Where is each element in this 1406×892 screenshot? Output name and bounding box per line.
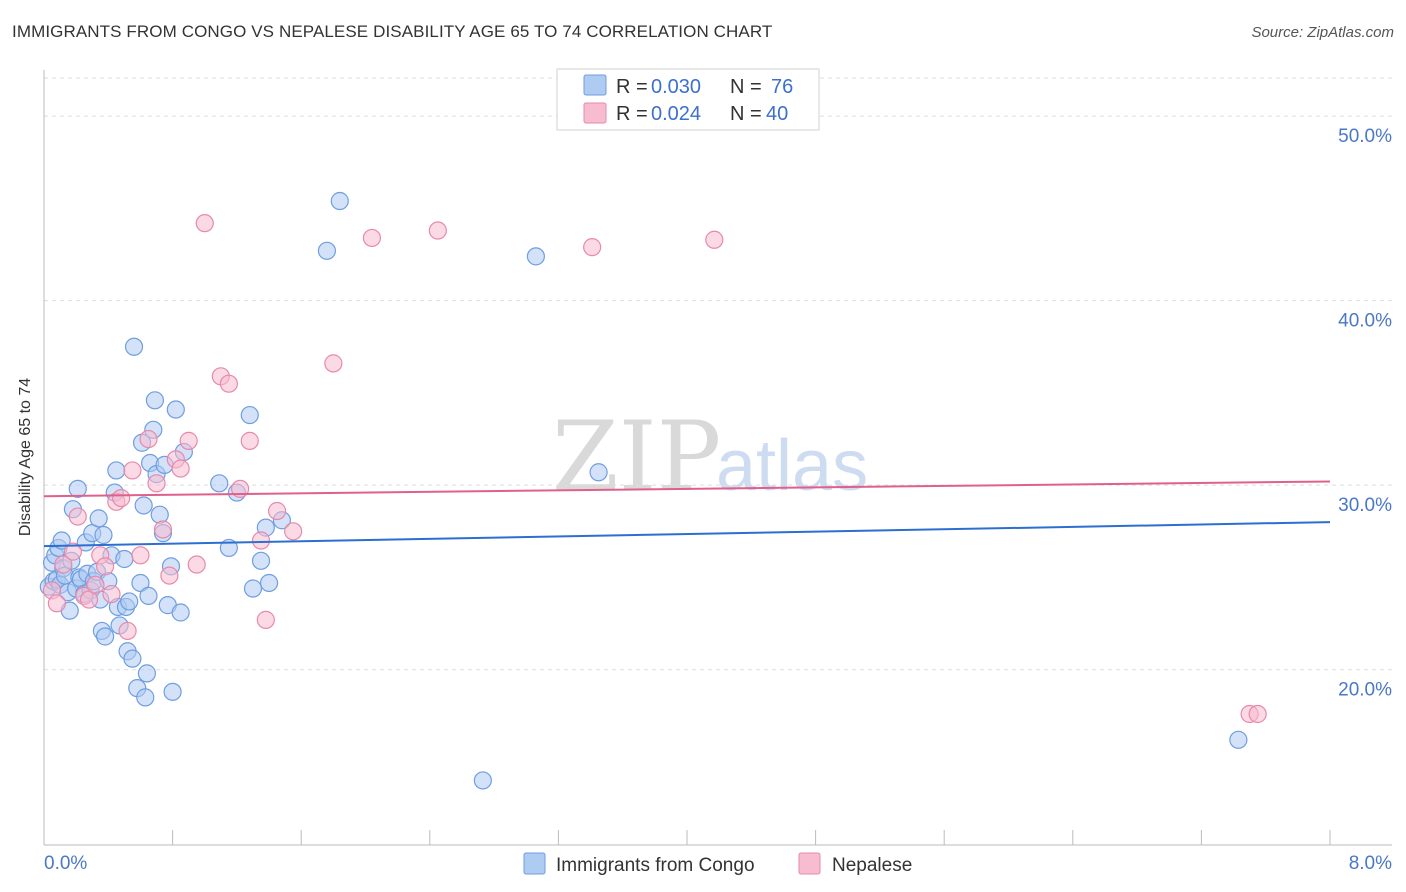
point-nepal <box>95 557 115 576</box>
point-congo <box>166 400 185 419</box>
source-label: Source: ZipAtlas.com <box>1251 24 1394 41</box>
point-nepal <box>160 566 179 585</box>
point-nepal <box>187 555 206 574</box>
grid-lines <box>44 77 1392 671</box>
point-nepal <box>267 501 287 521</box>
point-congo <box>330 191 349 211</box>
point-congo <box>123 649 142 668</box>
legend-r-label-nepal: R = <box>616 103 648 125</box>
axes <box>43 70 1392 846</box>
trend-line-nepal <box>43 480 1331 498</box>
bottom-legend-label-nepal: Nepalese <box>832 855 912 876</box>
x-tick-labels: 0.0% 8.0% <box>44 853 1392 874</box>
point-congo <box>139 586 158 605</box>
x-tick-label-max: 8.0% <box>1349 853 1392 874</box>
point-congo <box>589 463 608 482</box>
point-nepal <box>139 429 158 449</box>
point-nepal <box>112 488 131 508</box>
watermark-zip: ZIP <box>552 401 721 513</box>
legend-swatch-nepal <box>583 102 607 124</box>
point-nepal <box>86 575 105 594</box>
point-nepal <box>251 531 271 550</box>
point-congo <box>259 573 279 593</box>
point-nepal <box>324 354 343 373</box>
point-nepal <box>131 546 150 565</box>
bottom-legend-swatch-nepal <box>798 852 821 875</box>
point-congo <box>473 771 492 790</box>
legend-r-value-nepal: 0.024 <box>651 103 701 125</box>
point-nepal <box>362 228 382 248</box>
point-nepal <box>1248 704 1267 724</box>
point-nepal <box>171 459 190 478</box>
watermark-atlas: atlas <box>716 426 868 506</box>
point-nepal <box>219 374 238 393</box>
point-nepal <box>195 214 214 233</box>
legend-n-value-nepal: 40 <box>766 103 788 125</box>
point-nepal <box>428 221 447 240</box>
y-tick-label: 20.0% <box>1338 680 1392 701</box>
point-congo <box>94 525 113 545</box>
point-congo <box>131 573 150 593</box>
point-congo <box>171 603 190 622</box>
x-tick-marks <box>172 830 1331 845</box>
trend-line-congo <box>43 521 1331 548</box>
point-nepal <box>147 474 166 493</box>
legend-n-label-nepal: N = <box>730 103 762 125</box>
legend-swatch-congo <box>583 74 607 96</box>
point-congo <box>145 391 165 410</box>
point-nepal <box>256 610 275 629</box>
series-congo-points <box>39 191 1248 790</box>
y-tick-labels: 20.0% 30.0% 40.0% 50.0% <box>1338 126 1392 701</box>
point-nepal <box>240 431 259 450</box>
point-congo <box>210 474 229 493</box>
legend-r-value-congo: 0.030 <box>651 76 701 98</box>
point-congo <box>124 337 144 356</box>
chart-title: IMMIGRANTS FROM CONGO VS NEPALESE DISABI… <box>12 22 773 41</box>
point-nepal <box>123 461 142 480</box>
point-congo <box>136 688 155 707</box>
y-tick-label: 40.0% <box>1338 311 1392 332</box>
point-nepal <box>102 584 121 604</box>
point-nepal <box>68 507 87 526</box>
point-congo <box>243 579 263 598</box>
legend-n-value-congo: 76 <box>771 76 793 98</box>
bottom-legend-swatch-congo <box>523 852 546 875</box>
y-tick-label: 50.0% <box>1338 126 1392 147</box>
point-congo <box>115 549 134 569</box>
point-congo <box>107 461 126 480</box>
point-congo <box>240 405 259 425</box>
point-nepal <box>118 621 137 641</box>
point-congo <box>120 592 139 611</box>
point-congo <box>526 247 545 266</box>
legend-r-label-congo: R = <box>616 76 648 98</box>
point-congo <box>134 496 153 515</box>
point-nepal <box>47 594 66 613</box>
point-nepal <box>54 555 73 574</box>
y-tick-label: 30.0% <box>1338 495 1392 516</box>
point-nepal <box>179 431 198 450</box>
point-nepal <box>583 238 602 257</box>
point-congo <box>95 627 115 646</box>
stats-legend: R = 0.030 N = 76 R = 0.024 N = 40 <box>556 68 820 131</box>
bottom-legend-label-congo: Immigrants from Congo <box>556 855 755 876</box>
point-congo <box>1229 730 1248 749</box>
point-nepal <box>153 520 173 539</box>
point-congo <box>68 479 87 498</box>
series-legend: Immigrants from Congo Nepalese <box>523 852 912 876</box>
point-nepal <box>63 542 83 561</box>
point-nepal <box>705 230 724 249</box>
point-nepal <box>284 522 303 541</box>
point-congo <box>163 682 182 701</box>
series-nepal-points <box>42 214 1267 724</box>
legend-n-label-congo: N = <box>730 76 762 98</box>
point-congo <box>251 551 271 570</box>
point-congo <box>150 505 169 524</box>
point-congo <box>89 509 108 528</box>
x-tick-label-min: 0.0% <box>44 853 87 874</box>
point-congo <box>317 241 337 260</box>
point-congo <box>137 664 156 683</box>
